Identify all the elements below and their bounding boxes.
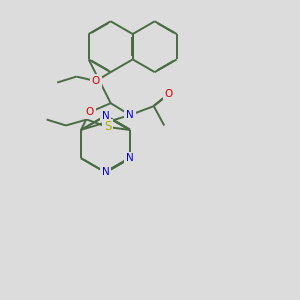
Text: N: N (101, 111, 109, 121)
Text: N: N (101, 167, 109, 177)
Text: N: N (126, 153, 134, 163)
Text: N: N (126, 110, 134, 120)
Text: O: O (164, 89, 173, 99)
Text: S: S (104, 121, 111, 134)
Text: O: O (86, 107, 94, 117)
Text: O: O (92, 76, 100, 86)
